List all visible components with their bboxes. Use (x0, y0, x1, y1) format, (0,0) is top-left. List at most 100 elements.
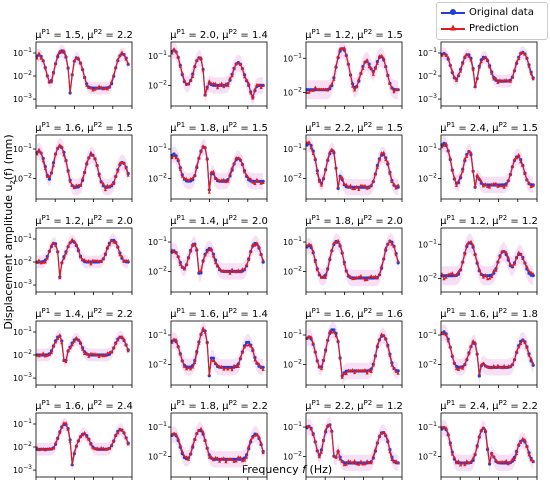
prediction-point (203, 145, 207, 149)
prediction-point (475, 351, 479, 355)
prediction-point (58, 143, 62, 147)
prediction-point (211, 359, 215, 363)
prediction-point (81, 347, 85, 351)
prediction-point (249, 344, 253, 348)
prediction-point (191, 365, 195, 369)
subplot-title: μP1 = 2.2, μP2 = 1.2 (305, 399, 403, 412)
prediction-point (114, 433, 118, 437)
original-data-point (527, 271, 531, 275)
prediction-point (81, 67, 85, 71)
prediction-point (95, 258, 99, 262)
subplot-title: μP1 = 1.8, μP2 = 2.2 (170, 399, 268, 412)
prediction-point (189, 249, 193, 253)
prediction-point (118, 53, 122, 57)
prediction-point (172, 154, 176, 158)
prediction-point (483, 273, 488, 277)
subplot-1: μP1 = 1.5, μP2 = 2.210−1 10−2 10−3 (13, 28, 133, 109)
prediction-point (334, 64, 338, 67)
prediction-point (64, 360, 68, 364)
prediction-point (95, 163, 99, 167)
prediction-point (91, 446, 95, 450)
prediction-point (500, 366, 504, 370)
prediction-point (373, 66, 377, 70)
prediction-point (382, 430, 386, 434)
prediction-point (392, 460, 396, 464)
prediction-point (459, 173, 463, 177)
prediction-point (373, 172, 377, 176)
prediction-point (307, 90, 311, 94)
prediction-point (375, 343, 379, 347)
prediction-point (201, 144, 205, 148)
prediction-point (357, 462, 361, 466)
prediction-point (116, 57, 120, 61)
subplot-frame (35, 134, 133, 200)
prediction-point (47, 353, 51, 356)
prediction-point (348, 183, 353, 187)
prediction-point (527, 269, 531, 273)
prediction-point (68, 89, 72, 93)
prediction-point (176, 55, 180, 59)
y-tick-label: 10−2 (148, 450, 167, 461)
prediction-point (384, 432, 388, 436)
prediction-point (199, 268, 203, 272)
prediction-point (471, 67, 475, 71)
prediction-point (64, 159, 68, 163)
prediction-point (193, 361, 197, 365)
prediction-point (456, 269, 461, 273)
prediction-point (247, 258, 251, 261)
prediction-point (469, 459, 473, 463)
prediction-point (211, 254, 215, 258)
prediction-point (359, 459, 363, 463)
prediction-point (240, 267, 244, 271)
prediction-point (58, 276, 62, 280)
prediction-point (500, 184, 504, 188)
prediction-point (334, 455, 338, 459)
prediction-point (355, 368, 359, 372)
prediction-point (502, 185, 506, 189)
prediction-point (238, 62, 242, 66)
prediction-point (112, 182, 116, 185)
prediction-point (357, 187, 361, 191)
original-data-point (332, 328, 336, 332)
prediction-point (338, 175, 342, 179)
y-tick-label: 10−2 (283, 358, 302, 369)
prediction-point (351, 461, 355, 464)
prediction-point (93, 352, 97, 356)
prediction-point (494, 366, 498, 369)
prediction-point (255, 177, 259, 181)
prediction-point (373, 274, 377, 278)
prediction-point (313, 349, 317, 353)
prediction-point (471, 339, 475, 343)
prediction-point (531, 77, 535, 81)
prediction-point (357, 368, 361, 372)
prediction-point (238, 157, 242, 161)
prediction-point (479, 272, 483, 276)
prediction-point (105, 87, 109, 91)
prediction-point (103, 353, 107, 357)
prediction-point (51, 163, 56, 167)
prediction-point (519, 51, 523, 55)
prediction-point (342, 46, 346, 49)
prediction-point (259, 181, 263, 185)
prediction-point (307, 424, 311, 428)
prediction-point (496, 184, 500, 188)
prediction-point (481, 361, 485, 365)
prediction-point (195, 246, 199, 250)
prediction-point (492, 77, 496, 81)
y-tick-label: 10−2 (418, 450, 437, 461)
prediction-point (444, 275, 448, 279)
prediction-point (245, 263, 249, 266)
prediction-point (326, 338, 330, 342)
prediction-point (37, 258, 41, 262)
prediction-point (390, 180, 394, 183)
prediction-point (207, 79, 211, 83)
subplot-title: μP1 = 1.4, μP2 = 2.2 (35, 307, 133, 320)
prediction-point (490, 275, 494, 279)
subplot-title: μP1 = 1.5, μP2 = 2.2 (35, 28, 133, 41)
original-data-point (396, 369, 400, 373)
y-tick-label: 10−2 (283, 172, 302, 183)
prediction-point (103, 253, 107, 256)
prediction-point (517, 152, 521, 156)
prediction-point (230, 368, 234, 372)
prediction-point (253, 182, 257, 185)
